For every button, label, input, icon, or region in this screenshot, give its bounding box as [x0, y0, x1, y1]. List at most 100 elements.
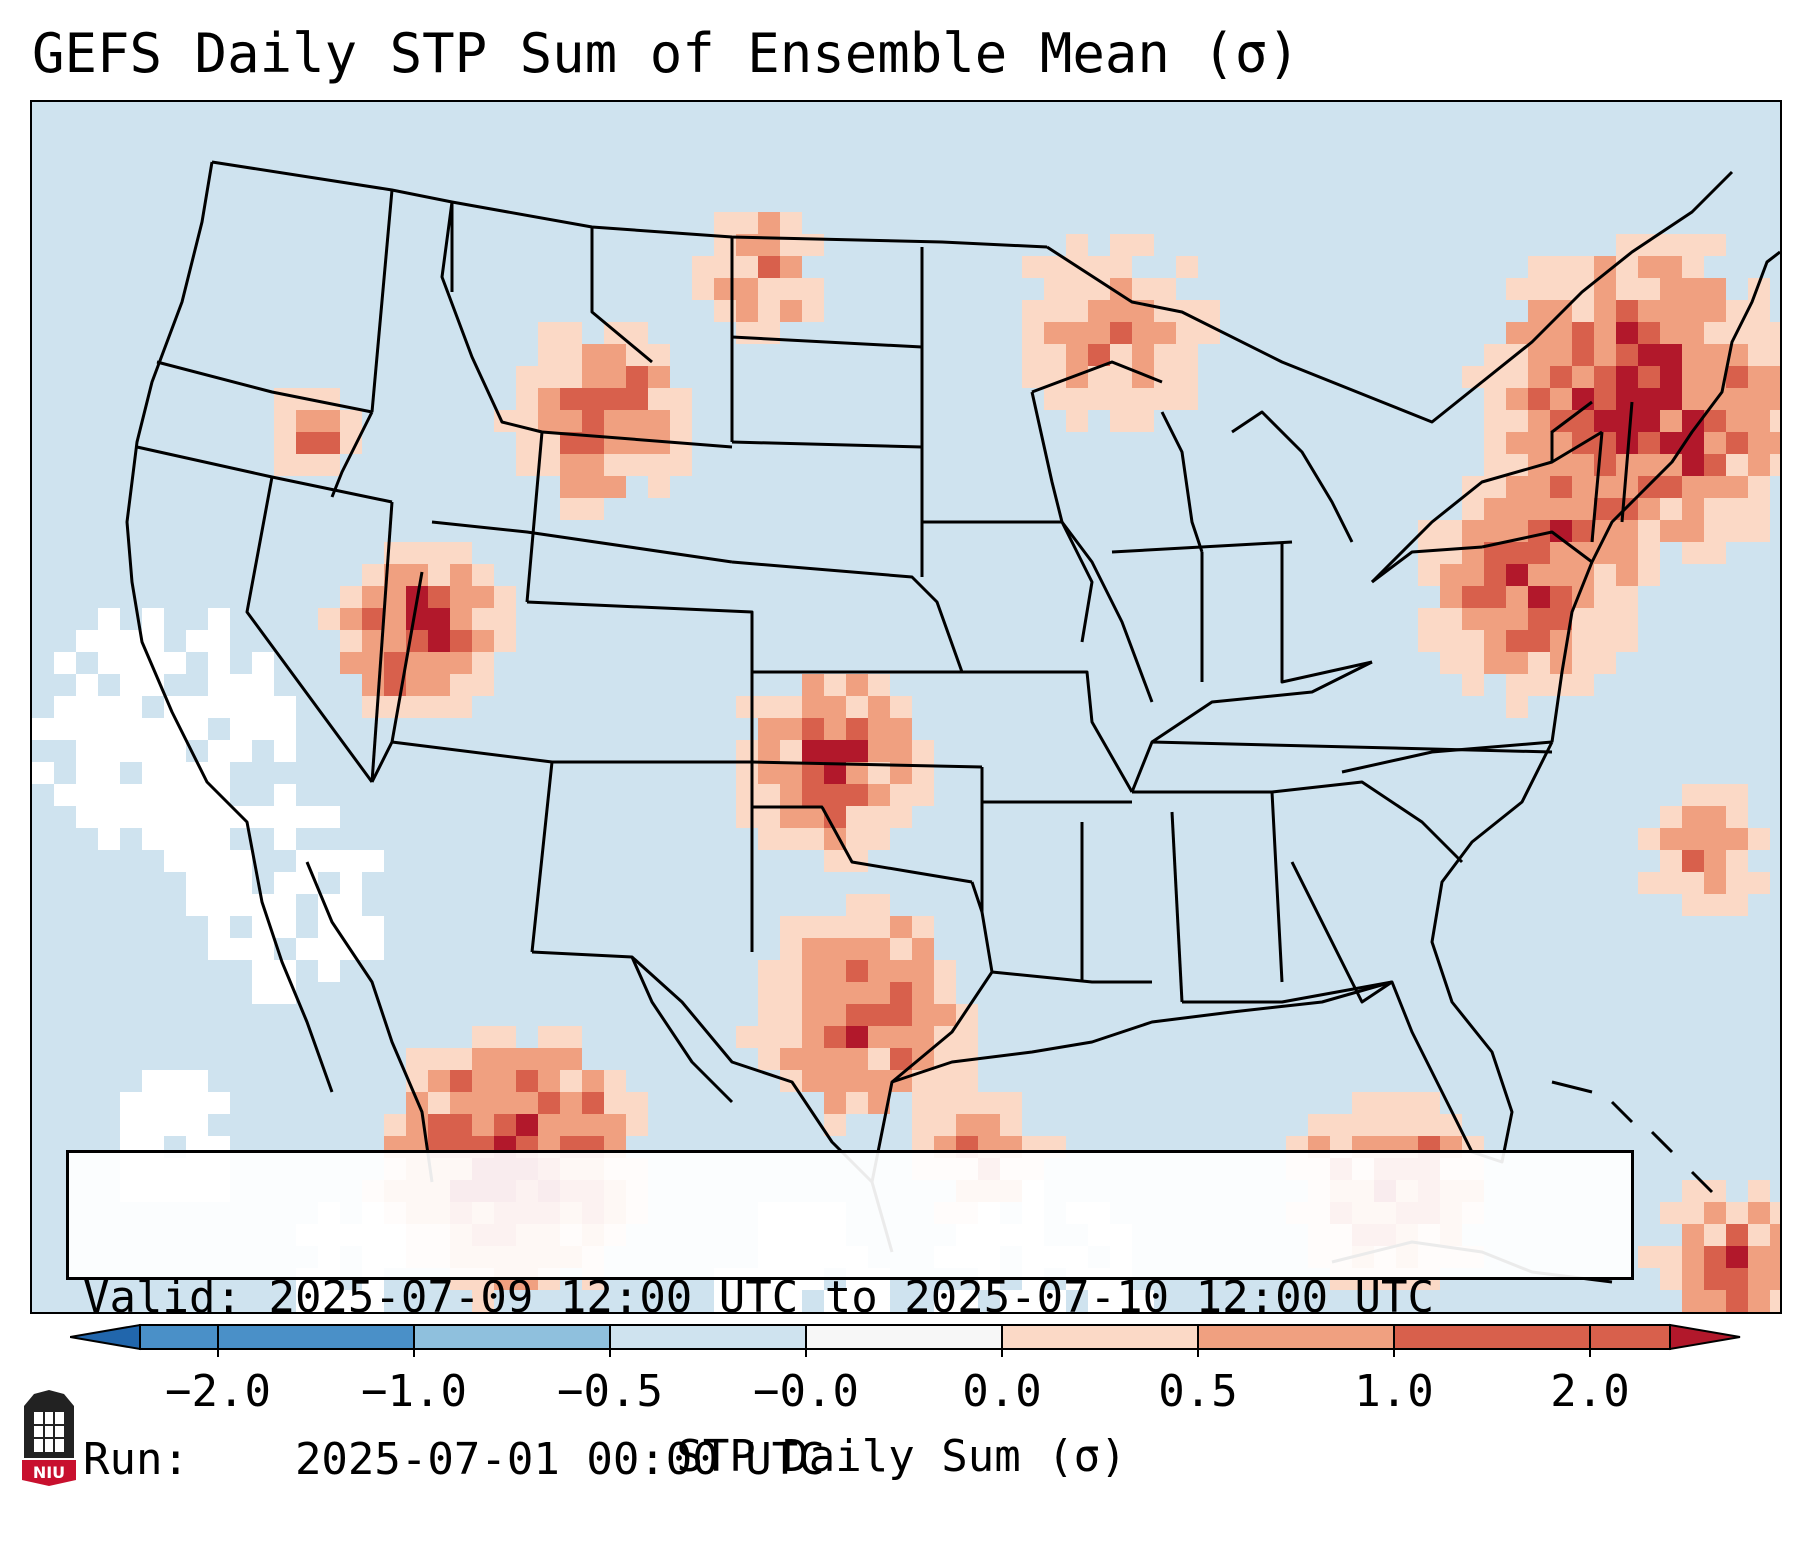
anomaly-cell	[1110, 322, 1132, 344]
anomaly-cell	[1682, 388, 1704, 410]
anomaly-cell	[604, 1114, 626, 1136]
anomaly-cell	[406, 564, 428, 586]
anomaly-cell	[560, 476, 582, 498]
anomaly-cell	[1022, 322, 1044, 344]
anomaly-cell	[362, 1290, 384, 1312]
anomaly-cell	[384, 652, 406, 674]
anomaly-cell	[384, 1114, 406, 1136]
colorbar-tick-label: −0.0	[753, 1366, 859, 1417]
anomaly-cell	[230, 718, 252, 740]
anomaly-cell	[340, 432, 362, 454]
anomaly-cell	[340, 894, 362, 916]
anomaly-cell	[1462, 520, 1484, 542]
anomaly-cell	[1066, 322, 1088, 344]
anomaly-cell	[758, 1290, 780, 1312]
anomaly-cell	[1616, 234, 1638, 256]
anomaly-cell	[1110, 300, 1132, 322]
anomaly-cell	[230, 938, 252, 960]
anomaly-cell	[362, 850, 384, 872]
anomaly-cell	[560, 388, 582, 410]
anomaly-cell	[472, 674, 494, 696]
anomaly-cell	[1132, 344, 1154, 366]
anomaly-cell	[274, 806, 296, 828]
anomaly-cell	[1572, 454, 1594, 476]
anomaly-cell	[560, 1026, 582, 1048]
anomaly-cell	[142, 806, 164, 828]
anomaly-cell	[406, 696, 428, 718]
anomaly-cell	[582, 1070, 604, 1092]
anomaly-cell	[1506, 652, 1528, 674]
anomaly-cell	[1528, 344, 1550, 366]
anomaly-cell	[1638, 234, 1660, 256]
anomaly-cell	[362, 630, 384, 652]
anomaly-cell	[1462, 366, 1484, 388]
anomaly-cell	[692, 256, 714, 278]
anomaly-cell	[824, 740, 846, 762]
anomaly-cell	[1770, 344, 1780, 366]
anomaly-cell	[494, 586, 516, 608]
anomaly-cell	[230, 674, 252, 696]
anomaly-cell	[868, 938, 890, 960]
anomaly-cell	[120, 1092, 142, 1114]
run-label: Run:	[83, 1434, 189, 1485]
anomaly-cell	[1682, 1268, 1704, 1290]
anomaly-cell	[604, 476, 626, 498]
anomaly-cell	[868, 718, 890, 740]
anomaly-cell	[98, 696, 120, 718]
anomaly-cell	[1506, 498, 1528, 520]
anomaly-cell	[934, 1092, 956, 1114]
anomaly-cell	[32, 762, 54, 784]
anomaly-cell	[1176, 322, 1198, 344]
anomaly-cell	[1066, 388, 1088, 410]
anomaly-cell	[1770, 410, 1780, 432]
anomaly-cell	[1748, 388, 1770, 410]
anomaly-cell	[758, 1048, 780, 1070]
anomaly-cell	[1748, 322, 1770, 344]
colorbar-label: STP Daily Sum (σ)	[676, 1431, 1127, 1482]
anomaly-cell	[802, 1070, 824, 1092]
anomaly-cell	[1198, 300, 1220, 322]
anomaly-cell	[186, 696, 208, 718]
anomaly-cell	[1550, 652, 1572, 674]
anomaly-cell	[362, 938, 384, 960]
anomaly-cell	[274, 718, 296, 740]
anomaly-cell	[670, 410, 692, 432]
anomaly-cell	[76, 740, 98, 762]
anomaly-cell	[1528, 366, 1550, 388]
anomaly-cell	[1594, 608, 1616, 630]
anomaly-cell	[780, 982, 802, 1004]
run-row: Run: 2025-07-01 00:00 UTC	[83, 1433, 1617, 1487]
anomaly-cell	[780, 696, 802, 718]
anomaly-cell	[274, 828, 296, 850]
anomaly-cell	[274, 410, 296, 432]
anomaly-cell	[362, 696, 384, 718]
anomaly-cell	[274, 784, 296, 806]
anomaly-cell	[1550, 278, 1572, 300]
anomaly-cell	[692, 278, 714, 300]
anomaly-cell	[890, 718, 912, 740]
anomaly-cell	[1704, 872, 1726, 894]
anomaly-cell	[274, 916, 296, 938]
colorbar-segment	[140, 1325, 414, 1349]
anomaly-cell	[1682, 344, 1704, 366]
anomaly-cell	[1572, 476, 1594, 498]
anomaly-cell	[758, 718, 780, 740]
colorbar-segment	[610, 1325, 806, 1349]
anomaly-cell	[494, 1114, 516, 1136]
anomaly-cell	[1704, 366, 1726, 388]
anomaly-cell	[780, 762, 802, 784]
anomaly-cell	[274, 894, 296, 916]
anomaly-cell	[890, 1026, 912, 1048]
anomaly-cell	[428, 630, 450, 652]
anomaly-cell	[1660, 432, 1682, 454]
anomaly-cell	[890, 696, 912, 718]
anomaly-cell	[1594, 498, 1616, 520]
anomaly-cell	[340, 630, 362, 652]
anomaly-cell	[868, 806, 890, 828]
anomaly-cell	[252, 806, 274, 828]
anomaly-cell	[1484, 542, 1506, 564]
anomaly-cell	[252, 696, 274, 718]
anomaly-cell	[1726, 872, 1748, 894]
anomaly-cell	[780, 300, 802, 322]
anomaly-cell	[824, 674, 846, 696]
